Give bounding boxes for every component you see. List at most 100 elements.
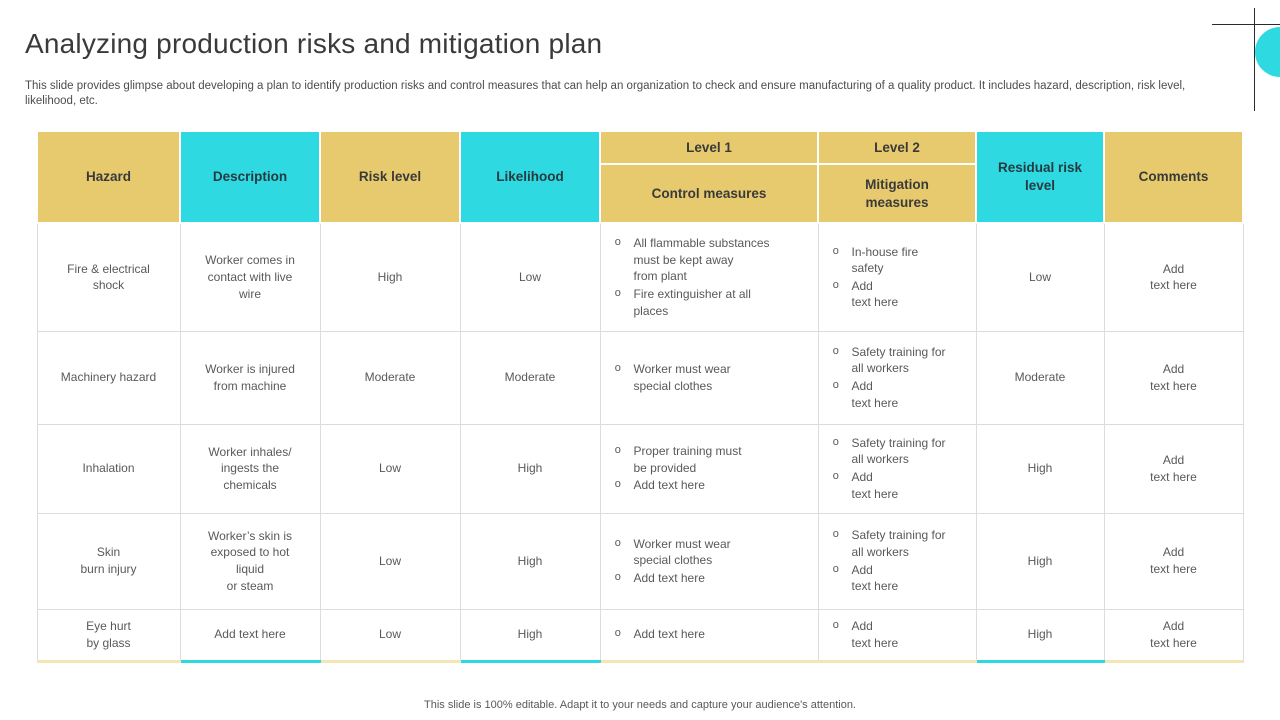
cell-hazard: Skin burn injury xyxy=(36,512,181,610)
cell-mitigation-measures: o Safety training for all workers o Add tex… xyxy=(817,512,977,610)
decorative-circle xyxy=(1255,27,1280,77)
bullet-text: Worker must wear special clothes xyxy=(633,536,731,568)
header-comments: Comments xyxy=(1103,130,1244,224)
header-residual-risk: Residual risk level xyxy=(975,130,1105,224)
bullet-text: Add text here xyxy=(851,278,899,310)
bullet-icon: o xyxy=(614,445,622,458)
risk-mitigation-table: Hazard Description Risk level Likelihood… xyxy=(36,130,1244,663)
cell-mitigation-measures: o Add text here xyxy=(817,608,977,663)
cell-control-measures: o Add text here xyxy=(599,608,819,663)
header-level2: Level 2 xyxy=(817,130,977,165)
bullet-text: Worker must wear special clothes xyxy=(633,361,731,393)
bullet-item: o All flammable substances must be kept a… xyxy=(615,235,812,285)
bullet-text: Safety training for all workers xyxy=(851,528,946,559)
cell-control-measures: o Proper training must be provided o Add te… xyxy=(599,423,819,514)
cell-hazard: Machinery hazard xyxy=(36,330,181,425)
header-risk-level: Risk level xyxy=(319,130,461,224)
page-title: Analyzing production risks and mitigatio… xyxy=(25,28,603,59)
cell-hazard: Eye hurt by glass xyxy=(36,608,181,663)
cell-mitigation-measures: o In-house fire safety o Add text here xyxy=(817,222,977,332)
header-mitigation-measures: Mitigation measures xyxy=(817,163,977,224)
header-likelihood: Likelihood xyxy=(459,130,601,224)
bullet-text: Safety training for all workers xyxy=(851,435,946,467)
cell-likelihood: Moderate xyxy=(459,330,601,425)
bullet-icon: o xyxy=(832,471,840,483)
bullet-item: o Proper training must be provided xyxy=(615,443,812,476)
bullet-item: o Add text here xyxy=(615,626,812,643)
bullet-text: Add text here xyxy=(851,562,899,594)
bullet-item: o Add text here xyxy=(833,278,970,311)
bullet-icon: o xyxy=(832,436,840,449)
cell-residual-risk: High xyxy=(975,512,1105,610)
cell-comments: Add text here xyxy=(1103,330,1244,425)
cell-control-measures: o All flammable substances must be kept a… xyxy=(599,222,819,332)
bullet-icon: o xyxy=(614,362,622,375)
cell-residual-risk: Low xyxy=(975,222,1105,332)
bullet-icon: o xyxy=(614,237,622,250)
cell-control-measures: o Worker must wear special clothes xyxy=(599,330,819,425)
cell-residual-risk: Moderate xyxy=(975,330,1105,425)
header-hazard: Hazard xyxy=(36,130,181,224)
cell-hazard: Inhalation xyxy=(36,423,181,514)
bullet-item: o Add text here xyxy=(833,378,970,411)
cell-likelihood: High xyxy=(459,608,601,663)
cell-description: Worker is injured from machine xyxy=(179,330,321,425)
cell-description: Worker inhales/ ingests the chemicals xyxy=(179,423,321,514)
bullet-icon: o xyxy=(614,479,622,492)
cell-likelihood: High xyxy=(459,512,601,610)
bullet-item: o Add text here xyxy=(833,562,970,595)
bullet-item: o Worker must wear special clothes xyxy=(615,536,812,569)
cell-likelihood: Low xyxy=(459,222,601,332)
cell-mitigation-measures: o Safety training for all workers o Add tex… xyxy=(817,330,977,425)
bullet-icon: o xyxy=(832,279,840,292)
bullet-item: o Add text here xyxy=(615,477,812,494)
bullet-icon: o xyxy=(832,345,840,358)
bullet-item: o Safety training for all workers xyxy=(833,344,970,377)
cell-description: Add text here xyxy=(179,608,321,663)
bullet-icon: o xyxy=(832,380,840,392)
bullet-item: o Add text here xyxy=(615,570,812,587)
cell-comments: Add text here xyxy=(1103,512,1244,610)
cell-risk-level: Moderate xyxy=(319,330,461,425)
bullet-icon: o xyxy=(832,563,840,576)
cell-control-measures: o Worker must wear special clothes o Add te… xyxy=(599,512,819,610)
table-row: Skin burn injury Worker’s skin is expose… xyxy=(36,512,1244,610)
bullet-icon: o xyxy=(614,288,622,301)
bullet-icon: o xyxy=(614,571,622,584)
bullet-text: Add text here xyxy=(633,570,705,585)
bullet-text: Add text here xyxy=(851,470,899,501)
cell-risk-level: Low xyxy=(319,512,461,610)
bullet-icon: o xyxy=(614,537,622,550)
cell-comments: Add text here xyxy=(1103,608,1244,663)
cell-comments: Add text here xyxy=(1103,222,1244,332)
cell-risk-level: Low xyxy=(319,608,461,663)
bullet-text: Add text here xyxy=(851,379,899,410)
cell-residual-risk: High xyxy=(975,608,1105,663)
header-description: Description xyxy=(179,130,321,224)
header-row-top: Hazard Description Risk level Likelihood… xyxy=(36,130,1244,224)
header-control-measures: Control measures xyxy=(599,163,819,224)
bullet-text: In-house fire safety xyxy=(851,244,919,276)
bullet-icon: o xyxy=(832,245,840,258)
bullet-icon: o xyxy=(614,628,622,641)
bullet-item: o Safety training for all workers xyxy=(833,527,970,560)
editable-note: This slide is 100% editable. Adapt it to… xyxy=(424,699,856,711)
table-row: Inhalation Worker inhales/ ingests the c… xyxy=(36,423,1244,514)
bullet-item: o Add text here xyxy=(833,469,970,502)
table-row: Fire & electrical shock Worker comes in … xyxy=(36,222,1244,332)
bullet-text: Safety training for all workers xyxy=(851,344,946,376)
cell-description: Worker’s skin is exposed to hot liquid o… xyxy=(179,512,321,610)
cell-description: Worker comes in contact with live wire xyxy=(179,222,321,332)
bullet-text: Add text here xyxy=(633,478,705,493)
cell-mitigation-measures: o Safety training for all workers o Add tex… xyxy=(817,423,977,514)
slide-description: This slide provides glimpse about develo… xyxy=(25,80,1186,107)
bullet-icon: o xyxy=(832,529,840,542)
bullet-item: o In-house fire safety xyxy=(833,244,970,277)
bullet-item: o Safety training for all workers xyxy=(833,435,970,468)
cell-risk-level: Low xyxy=(319,423,461,514)
table-row: Eye hurt by glass Add text here Low High… xyxy=(36,608,1244,663)
cell-comments: Add text here xyxy=(1103,423,1244,514)
bullet-item: o Fire extinguisher at all places xyxy=(615,286,812,319)
bullet-text: All flammable substances must be kept aw… xyxy=(633,236,770,284)
decorative-vertical-line xyxy=(1254,8,1255,111)
